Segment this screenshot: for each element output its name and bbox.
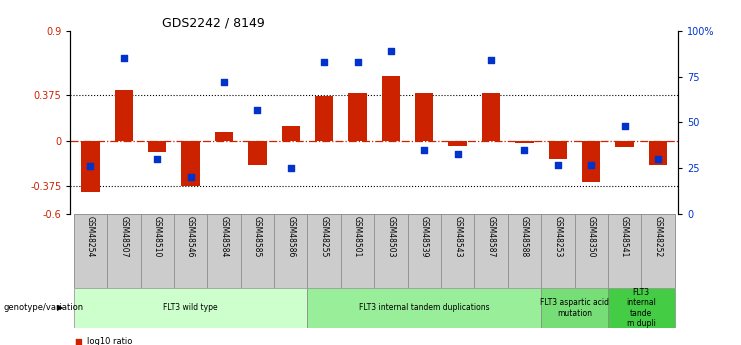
- Text: GSM48539: GSM48539: [420, 216, 429, 258]
- Bar: [215, 132, 233, 141]
- Text: GSM48584: GSM48584: [219, 216, 228, 257]
- Point: [218, 79, 230, 85]
- Text: log10 ratio: log10 ratio: [87, 337, 132, 345]
- Text: GSM48254: GSM48254: [86, 216, 95, 257]
- Bar: [441, 214, 474, 288]
- Bar: [448, 141, 467, 146]
- Bar: [107, 214, 141, 288]
- Point: [485, 58, 497, 63]
- Text: GSM48503: GSM48503: [386, 216, 396, 258]
- Bar: [548, 141, 567, 159]
- Bar: [515, 141, 534, 143]
- Text: GSM48586: GSM48586: [286, 216, 295, 257]
- Point: [84, 164, 96, 169]
- Point: [419, 147, 431, 153]
- Bar: [541, 288, 608, 328]
- Bar: [608, 288, 674, 328]
- Text: GSM48546: GSM48546: [186, 216, 195, 258]
- Bar: [74, 288, 308, 328]
- Point: [285, 166, 296, 171]
- Point: [251, 107, 263, 112]
- Text: FLT3 wild type: FLT3 wild type: [163, 303, 218, 313]
- Bar: [408, 214, 441, 288]
- Bar: [182, 141, 200, 186]
- Text: GSM48507: GSM48507: [119, 216, 128, 258]
- Point: [118, 56, 130, 61]
- Text: GSM48543: GSM48543: [453, 216, 462, 258]
- Text: GDS2242 / 8149: GDS2242 / 8149: [162, 17, 265, 30]
- Bar: [315, 96, 333, 141]
- Bar: [341, 214, 374, 288]
- Point: [585, 162, 597, 167]
- Bar: [641, 214, 674, 288]
- Bar: [308, 288, 541, 328]
- Text: GSM48510: GSM48510: [153, 216, 162, 257]
- Bar: [115, 90, 133, 141]
- Point: [318, 59, 330, 65]
- Bar: [174, 214, 207, 288]
- Text: ■: ■: [74, 337, 82, 345]
- Point: [552, 162, 564, 167]
- Text: GSM48501: GSM48501: [353, 216, 362, 257]
- Point: [519, 147, 531, 153]
- Point: [151, 156, 163, 162]
- Text: GSM48585: GSM48585: [253, 216, 262, 257]
- Bar: [574, 214, 608, 288]
- Text: GSM48252: GSM48252: [654, 216, 662, 257]
- Bar: [582, 141, 600, 182]
- Bar: [308, 214, 341, 288]
- Bar: [148, 141, 167, 152]
- Bar: [82, 141, 99, 192]
- Point: [452, 151, 464, 156]
- Text: GSM48587: GSM48587: [487, 216, 496, 257]
- Bar: [74, 214, 107, 288]
- Bar: [241, 214, 274, 288]
- Bar: [541, 214, 574, 288]
- Text: GSM48541: GSM48541: [620, 216, 629, 257]
- Bar: [608, 214, 641, 288]
- Point: [652, 156, 664, 162]
- Bar: [482, 93, 500, 141]
- Point: [619, 124, 631, 129]
- Point: [385, 48, 397, 54]
- Text: GSM48350: GSM48350: [587, 216, 596, 258]
- Point: [185, 175, 196, 180]
- Bar: [141, 214, 174, 288]
- Bar: [616, 141, 634, 147]
- Bar: [649, 141, 667, 165]
- Bar: [207, 214, 241, 288]
- Text: FLT3 aspartic acid
mutation: FLT3 aspartic acid mutation: [540, 298, 609, 318]
- Bar: [282, 126, 300, 141]
- Bar: [508, 214, 541, 288]
- Text: FLT3 internal tandem duplications: FLT3 internal tandem duplications: [359, 303, 490, 313]
- Text: genotype/variation: genotype/variation: [4, 303, 84, 313]
- Point: [351, 59, 363, 65]
- Text: ▶: ▶: [56, 303, 63, 313]
- Bar: [474, 214, 508, 288]
- Text: FLT3
internal
tande
m dupli: FLT3 internal tande m dupli: [626, 288, 657, 328]
- Text: GSM48588: GSM48588: [520, 216, 529, 257]
- Text: GSM48255: GSM48255: [319, 216, 328, 257]
- Bar: [348, 93, 367, 141]
- Text: GSM48253: GSM48253: [554, 216, 562, 257]
- Bar: [248, 141, 267, 165]
- Bar: [415, 93, 433, 141]
- Bar: [274, 214, 308, 288]
- Bar: [374, 214, 408, 288]
- Bar: [382, 76, 400, 141]
